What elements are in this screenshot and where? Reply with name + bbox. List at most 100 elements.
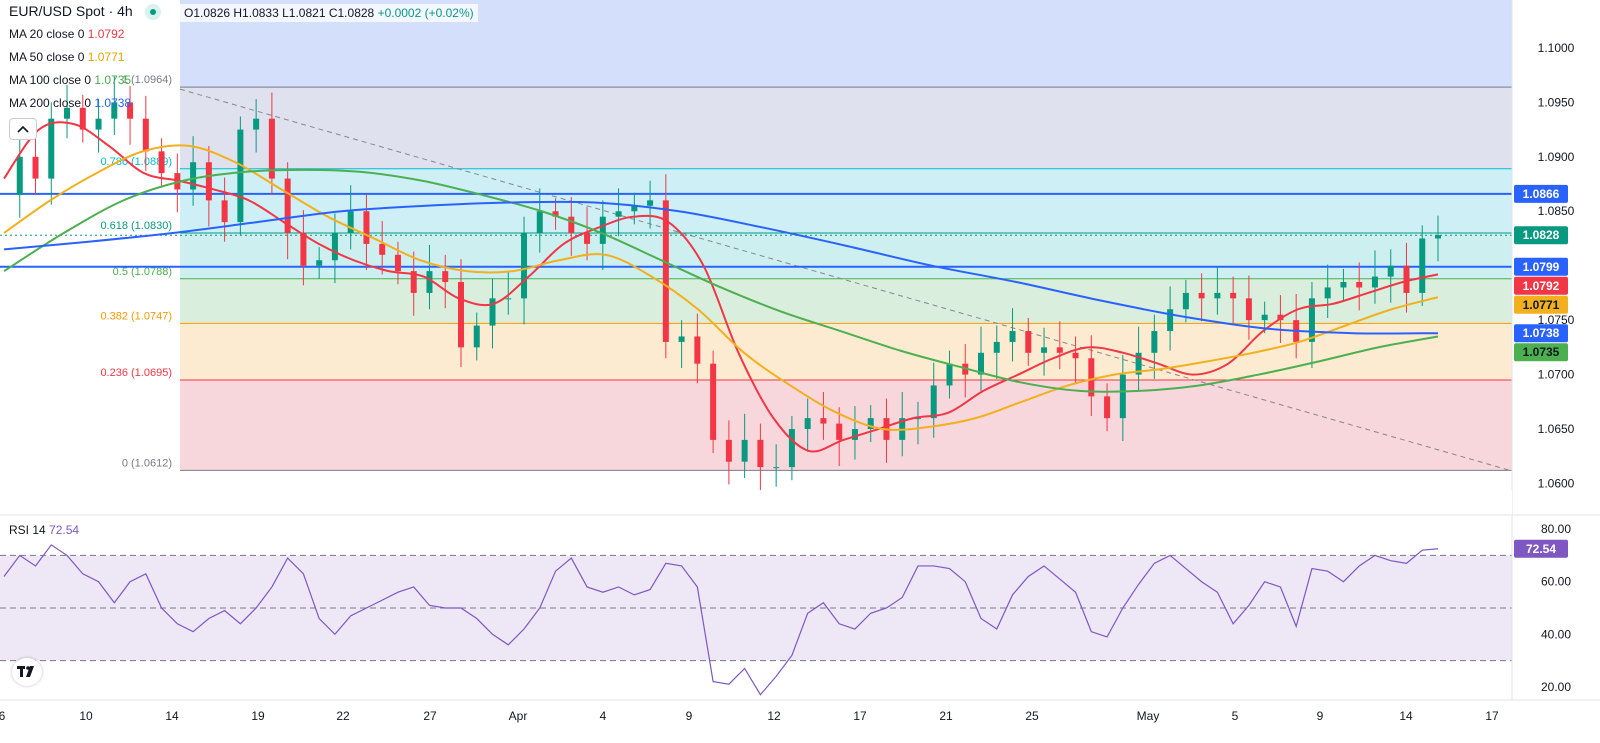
candle-body bbox=[1230, 292, 1237, 299]
candle-body bbox=[1119, 374, 1126, 419]
candle-body bbox=[1214, 292, 1221, 299]
candle-body bbox=[1167, 309, 1174, 332]
candle-body bbox=[647, 200, 654, 206]
ohlc-change: +0.0002 (+0.02%) bbox=[377, 6, 474, 20]
chevron-up-icon bbox=[17, 125, 29, 133]
candle-body bbox=[1308, 298, 1315, 342]
symbol-title[interactable]: EUR/USD Spot · 4h bbox=[9, 3, 133, 19]
legend-label: MA 20 close 0 bbox=[9, 27, 85, 41]
candle-body bbox=[757, 439, 764, 468]
candle-body bbox=[48, 118, 55, 179]
fib-level-label: 1 (1.0964) bbox=[122, 74, 172, 86]
time-tick-label: May bbox=[1137, 709, 1160, 723]
candle-body bbox=[584, 233, 591, 244]
time-tick-label: Apr bbox=[509, 709, 528, 723]
candle-body bbox=[16, 156, 23, 195]
candle-body bbox=[1324, 287, 1331, 299]
fib-level-label: 0.618 (1.0830) bbox=[100, 220, 172, 232]
legend-ma200[interactable]: MA 200 close 0 1.0738 bbox=[0, 92, 161, 115]
candle-body bbox=[237, 129, 244, 223]
candle-body bbox=[1009, 331, 1016, 342]
candle-body bbox=[379, 243, 386, 255]
symbol-title-row: EUR/USD Spot · 4h bbox=[0, 0, 161, 23]
candle-body bbox=[1356, 282, 1363, 288]
candle-body bbox=[725, 439, 732, 462]
candle-body bbox=[568, 216, 575, 234]
candle-body bbox=[946, 363, 953, 386]
fib-level-label: 0.236 (1.0695) bbox=[100, 367, 172, 379]
fib-fill-band bbox=[180, 380, 1512, 471]
fib-fill-band bbox=[180, 168, 1512, 234]
time-tick-label: 5 bbox=[1232, 709, 1239, 723]
fib-fill-band bbox=[180, 87, 1512, 169]
candle-body bbox=[79, 107, 86, 130]
ma-line-ma200 bbox=[3, 200, 1439, 335]
collapse-legend-button[interactable] bbox=[9, 118, 37, 140]
time-tick-label: 9 bbox=[686, 709, 693, 723]
candle-body bbox=[410, 271, 417, 293]
candle-body bbox=[64, 107, 71, 119]
candle-body bbox=[599, 216, 606, 244]
rsi-label-text: 72.54 bbox=[1526, 542, 1556, 556]
price-label-text: 1.0792 bbox=[1523, 279, 1560, 293]
price-tick-label: 1.1000 bbox=[1538, 41, 1575, 55]
time-tick-label: 10 bbox=[79, 709, 93, 723]
rsi-tick-label: 20.00 bbox=[1541, 680, 1571, 694]
candle-body bbox=[221, 200, 228, 223]
candle-body bbox=[205, 162, 212, 201]
rsi-pane bbox=[0, 544, 1512, 696]
candle-body bbox=[284, 178, 291, 234]
fibonacci-retracement: 1 (1.0964) 0.786 (1.0889) 0.618 (1.0830) 0.… bbox=[100, 0, 1512, 471]
time-tick-label: 14 bbox=[1399, 709, 1413, 723]
candle-body bbox=[1387, 265, 1394, 277]
trendline bbox=[179, 88, 1511, 471]
candle-body bbox=[316, 260, 323, 266]
price-label-badge bbox=[1514, 295, 1568, 314]
candle-body bbox=[505, 298, 512, 300]
price-label-badge bbox=[1514, 324, 1568, 343]
price-label-text: 1.0828 bbox=[1523, 228, 1560, 242]
time-axis-background bbox=[0, 700, 1600, 743]
rsi-tick-label: 80.00 bbox=[1541, 522, 1571, 536]
candle-body bbox=[1135, 352, 1142, 375]
legend-label: MA 200 close 0 bbox=[9, 96, 92, 110]
pane-gap bbox=[0, 490, 1512, 516]
candle-body bbox=[552, 211, 559, 217]
legend-ma100[interactable]: MA 100 close 0 1.0735 bbox=[0, 69, 161, 92]
fib-level-label: 0.786 (1.0889) bbox=[100, 156, 172, 168]
fib-fill-band bbox=[180, 278, 1512, 324]
candle-body bbox=[442, 271, 449, 283]
time-tick-label: 17 bbox=[1485, 709, 1499, 723]
candle-body bbox=[820, 418, 827, 424]
candle-body bbox=[158, 151, 165, 174]
time-tick-label: 6 bbox=[0, 709, 6, 723]
price-label-text: 1.0771 bbox=[1523, 298, 1560, 312]
candle-body bbox=[111, 102, 118, 119]
candle-body bbox=[394, 254, 401, 272]
price-scale-background bbox=[1512, 0, 1600, 743]
ohlc-close: C1.0828 bbox=[328, 6, 375, 20]
price-tick-label: 1.0950 bbox=[1538, 95, 1575, 109]
price-label-badge bbox=[1514, 276, 1568, 295]
rsi-label-badge bbox=[1514, 539, 1568, 558]
fib-level-label: 0.382 (1.0747) bbox=[100, 310, 172, 322]
candle-body bbox=[1340, 282, 1347, 288]
time-tick-label: 12 bbox=[767, 709, 781, 723]
price-tick-label: 1.0750 bbox=[1538, 313, 1575, 327]
candle-body bbox=[804, 418, 811, 430]
rsi-legend[interactable]: RSI 14 72.54 bbox=[9, 523, 79, 537]
fib-level-label: 0.5 (1.0788) bbox=[113, 266, 172, 278]
candle-body bbox=[930, 385, 937, 419]
candle-body bbox=[978, 352, 985, 375]
candle-body bbox=[1025, 331, 1032, 353]
legend-ma20[interactable]: MA 20 close 0 1.0792 bbox=[0, 23, 161, 46]
horizontal-levels bbox=[0, 192, 1512, 268]
rsi-line bbox=[3, 544, 1439, 696]
tradingview-logo[interactable] bbox=[12, 658, 42, 686]
candle-body bbox=[615, 211, 622, 217]
candle-body bbox=[521, 233, 528, 299]
candle-body bbox=[1056, 347, 1063, 353]
candle-body bbox=[536, 211, 543, 234]
legend-ma50[interactable]: MA 50 close 0 1.0771 bbox=[0, 46, 161, 69]
